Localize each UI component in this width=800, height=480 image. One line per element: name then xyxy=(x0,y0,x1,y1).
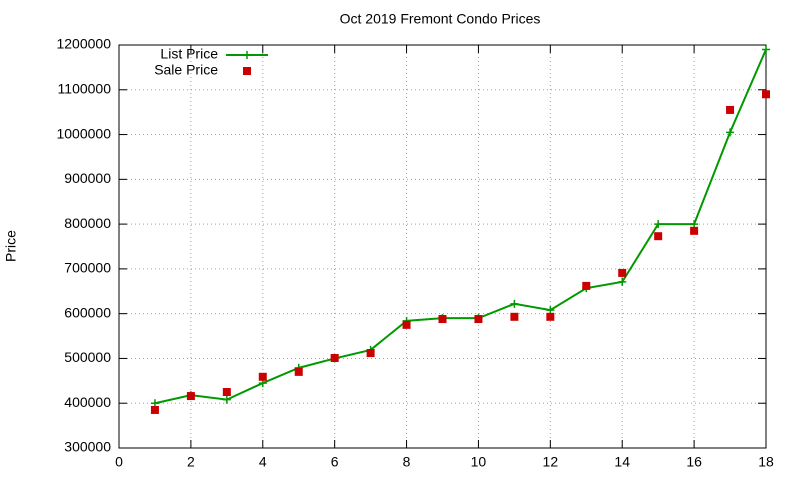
point xyxy=(366,349,375,358)
legend-label: Sale Price xyxy=(154,62,218,78)
y-tick-label: 600000 xyxy=(64,304,111,320)
point xyxy=(726,128,735,137)
legend-marker xyxy=(243,51,251,59)
point xyxy=(330,353,339,362)
point xyxy=(654,232,663,241)
x-tick-label: 18 xyxy=(758,454,774,470)
point xyxy=(618,277,627,286)
x-tick-label: 12 xyxy=(543,454,559,470)
x-tick-label: 4 xyxy=(259,454,267,470)
point xyxy=(294,367,303,376)
y-tick-label: 1000000 xyxy=(56,125,111,141)
point xyxy=(762,90,770,99)
point xyxy=(510,312,519,321)
point xyxy=(690,226,699,235)
point xyxy=(690,220,699,229)
point xyxy=(654,220,663,229)
x-tick-label: 2 xyxy=(187,454,195,470)
point xyxy=(546,306,555,315)
point xyxy=(186,392,195,401)
x-tick-label: 10 xyxy=(471,454,487,470)
point xyxy=(150,399,159,408)
point xyxy=(474,315,483,324)
y-tick-label: 1100000 xyxy=(58,80,112,96)
y-tick-label: 700000 xyxy=(64,260,111,276)
y-tick-label: 1200000 xyxy=(56,36,111,52)
point xyxy=(546,312,555,321)
point xyxy=(258,372,267,381)
point xyxy=(150,405,159,414)
point xyxy=(582,281,591,290)
legend-label: List Price xyxy=(160,46,218,62)
chart-title: Oct 2019 Fremont Condo Prices xyxy=(340,11,541,27)
x-tick-label: 0 xyxy=(115,454,123,470)
point xyxy=(402,320,411,329)
point xyxy=(438,315,447,324)
x-tick-label: 16 xyxy=(686,454,702,470)
point xyxy=(618,268,627,277)
y-tick-label: 500000 xyxy=(64,349,111,365)
point xyxy=(222,388,231,397)
x-tick-label: 8 xyxy=(403,454,411,470)
x-tick-label: 14 xyxy=(614,454,630,470)
y-tick-label: 400000 xyxy=(64,394,111,410)
y-tick-label: 300000 xyxy=(64,439,111,455)
point xyxy=(510,299,519,308)
y-axis-label: Price xyxy=(3,230,19,262)
y-tick-label: 900000 xyxy=(64,170,111,186)
y-tick-label: 800000 xyxy=(64,215,111,231)
x-tick-label: 6 xyxy=(331,454,339,470)
point xyxy=(762,45,770,54)
series-line xyxy=(154,49,767,405)
legend-marker xyxy=(243,67,251,75)
point xyxy=(726,105,735,114)
point xyxy=(222,395,231,404)
plot-border xyxy=(118,44,767,449)
